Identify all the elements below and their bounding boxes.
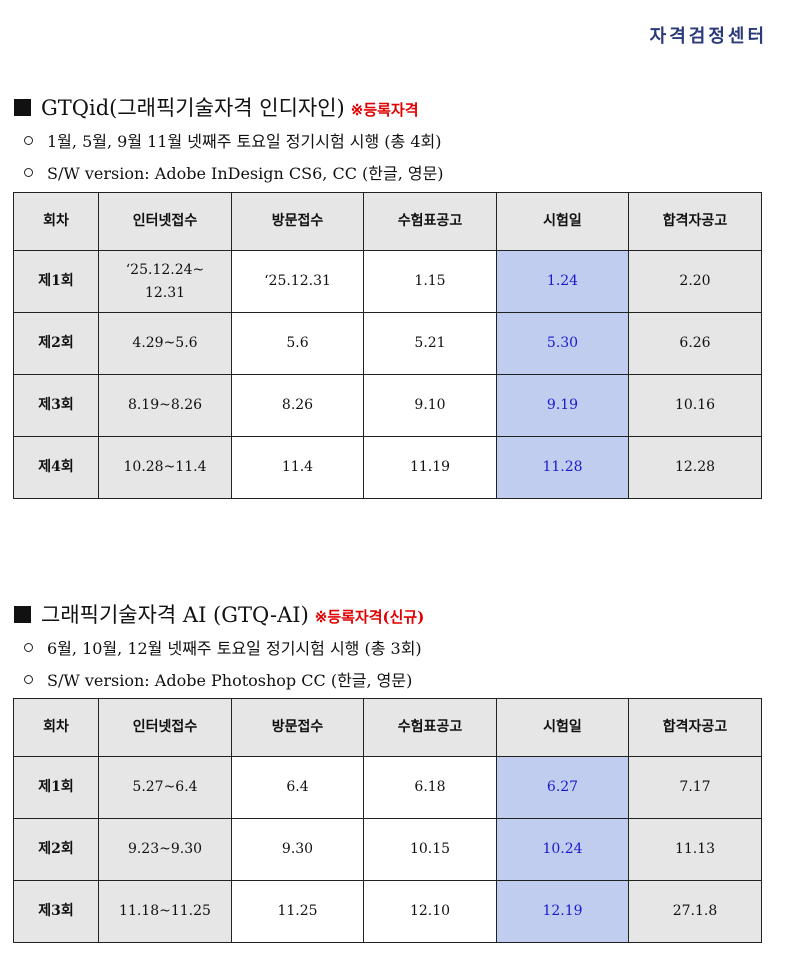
table-row: 제1회 5.27~6.4 6.4 6.18 6.27 7.17 — [13, 756, 762, 819]
table-cell: 5.6 — [231, 312, 364, 375]
table-cell: 제1회 — [13, 756, 99, 819]
circle-bullet-icon — [24, 643, 33, 652]
table-cell: 제2회 — [13, 312, 99, 375]
exam-date-cell: 9.19 — [496, 374, 629, 437]
column-header: 회차 — [13, 192, 99, 251]
column-header: 수험표공고 — [363, 192, 497, 251]
table-cell: 11.18~11.25 — [98, 880, 232, 943]
column-header: 합격자공고 — [628, 698, 762, 757]
info-bullet: S/W version: Adobe Photoshop CC (한글, 영문) — [24, 667, 412, 691]
section-title-text: GTQid(그래픽기술자격 인디자인) — [41, 96, 345, 120]
bullet-text: 1월, 5월, 9월 11월 넷째주 토요일 정기시험 시행 (총 4회) — [47, 132, 442, 151]
table-cell: 제3회 — [13, 374, 99, 437]
column-header: 인터넷접수 — [98, 698, 232, 757]
table-row: 제1회 ‘25.12.24~ 12.31 ‘25.12.31 1.15 1.24 2.20 — [13, 250, 762, 313]
registration-tag: ※등록자격(신규) — [314, 608, 425, 626]
table-cell: 제4회 — [13, 436, 99, 499]
table-cell: 8.19~8.26 — [98, 374, 232, 437]
column-header: 합격자공고 — [628, 192, 762, 251]
section-title-text: 그래픽기술자격 AI (GTQ-AI) — [41, 603, 309, 627]
center-name: 자격검정센터 — [649, 26, 767, 47]
table-header-row: 회차 인터넷접수 방문접수 수험표공고 시험일 합격자공고 — [13, 192, 762, 251]
section-title: GTQid(그래픽기술자격 인디자인) ※등록자격 — [14, 92, 419, 122]
table-cell: 9.10 — [363, 374, 497, 437]
table-cell: 6.4 — [231, 756, 364, 819]
table-cell: 9.23~9.30 — [98, 818, 232, 881]
square-bullet-icon — [14, 606, 31, 623]
exam-date-cell: 5.30 — [496, 312, 629, 375]
column-header: 시험일 — [496, 698, 629, 757]
info-bullet: 6월, 10월, 12월 넷째주 토요일 정기시험 시행 (총 3회) — [24, 635, 422, 659]
circle-bullet-icon — [24, 136, 33, 145]
table-row: 제4회 10.28~11.4 11.4 11.19 11.28 12.28 — [13, 436, 762, 499]
table-cell: 11.4 — [231, 436, 364, 499]
column-header: 회차 — [13, 698, 99, 757]
table-cell: 12.10 — [363, 880, 497, 943]
schedule-table: 회차 인터넷접수 방문접수 수험표공고 시험일 합격자공고 제1회 5.27~6.4 6.4 6.… — [13, 698, 762, 943]
info-bullet: 1월, 5월, 9월 11월 넷째주 토요일 정기시험 시행 (총 4회) — [24, 128, 441, 152]
table-cell: 11.19 — [363, 436, 497, 499]
table-cell: 6.26 — [628, 312, 762, 375]
table-cell: 10.15 — [363, 818, 497, 881]
table-cell: 10.28~11.4 — [98, 436, 232, 499]
table-cell: 11.13 — [628, 818, 762, 881]
table-cell: 10.16 — [628, 374, 762, 437]
table-cell: 7.17 — [628, 756, 762, 819]
column-header: 인터넷접수 — [98, 192, 232, 251]
exam-date-cell: 10.24 — [496, 818, 629, 881]
table-cell: 1.15 — [363, 250, 497, 313]
exam-date-cell: 1.24 — [496, 250, 629, 313]
table-cell: 8.26 — [231, 374, 364, 437]
column-header: 시험일 — [496, 192, 629, 251]
exam-date-cell: 12.19 — [496, 880, 629, 943]
section-title: 그래픽기술자격 AI (GTQ-AI) ※등록자격(신규) — [14, 599, 424, 629]
table-cell: 12.28 — [628, 436, 762, 499]
registration-tag: ※등록자격 — [350, 101, 419, 119]
table-cell: 6.18 — [363, 756, 497, 819]
exam-date-cell: 6.27 — [496, 756, 629, 819]
table-cell: 27.1.8 — [628, 880, 762, 943]
circle-bullet-icon — [24, 675, 33, 684]
table-cell: 2.20 — [628, 250, 762, 313]
info-bullet: S/W version: Adobe InDesign CS6, CC (한글,… — [24, 160, 444, 184]
table-cell: 제2회 — [13, 818, 99, 881]
column-header: 방문접수 — [231, 698, 364, 757]
square-bullet-icon — [14, 99, 31, 116]
table-cell: 9.30 — [231, 818, 364, 881]
table-cell: 제1회 — [13, 250, 99, 313]
column-header: 수험표공고 — [363, 698, 497, 757]
table-header-row: 회차 인터넷접수 방문접수 수험표공고 시험일 합격자공고 — [13, 698, 762, 757]
table-row: 제2회 9.23~9.30 9.30 10.15 10.24 11.13 — [13, 818, 762, 881]
column-header: 방문접수 — [231, 192, 364, 251]
exam-date-cell: 11.28 — [496, 436, 629, 499]
table-cell: 5.27~6.4 — [98, 756, 232, 819]
table-row: 제3회 8.19~8.26 8.26 9.10 9.19 10.16 — [13, 374, 762, 437]
circle-bullet-icon — [24, 168, 33, 177]
table-cell: 5.21 — [363, 312, 497, 375]
table-cell: 11.25 — [231, 880, 364, 943]
table-cell: 제3회 — [13, 880, 99, 943]
table-row: 제3회 11.18~11.25 11.25 12.10 12.19 27.1.8 — [13, 880, 762, 943]
schedule-table: 회차 인터넷접수 방문접수 수험표공고 시험일 합격자공고 제1회 ‘25.12.24~ 12… — [13, 192, 762, 499]
table-cell: 4.29~5.6 — [98, 312, 232, 375]
bullet-text: 6월, 10월, 12월 넷째주 토요일 정기시험 시행 (총 3회) — [47, 639, 422, 658]
bullet-text: S/W version: Adobe InDesign CS6, CC (한글,… — [47, 164, 444, 183]
table-cell: ‘25.12.31 — [231, 250, 364, 313]
bullet-text: S/W version: Adobe Photoshop CC (한글, 영문) — [47, 671, 413, 690]
table-cell: ‘25.12.24~ 12.31 — [98, 250, 232, 313]
table-row: 제2회 4.29~5.6 5.6 5.21 5.30 6.26 — [13, 312, 762, 375]
